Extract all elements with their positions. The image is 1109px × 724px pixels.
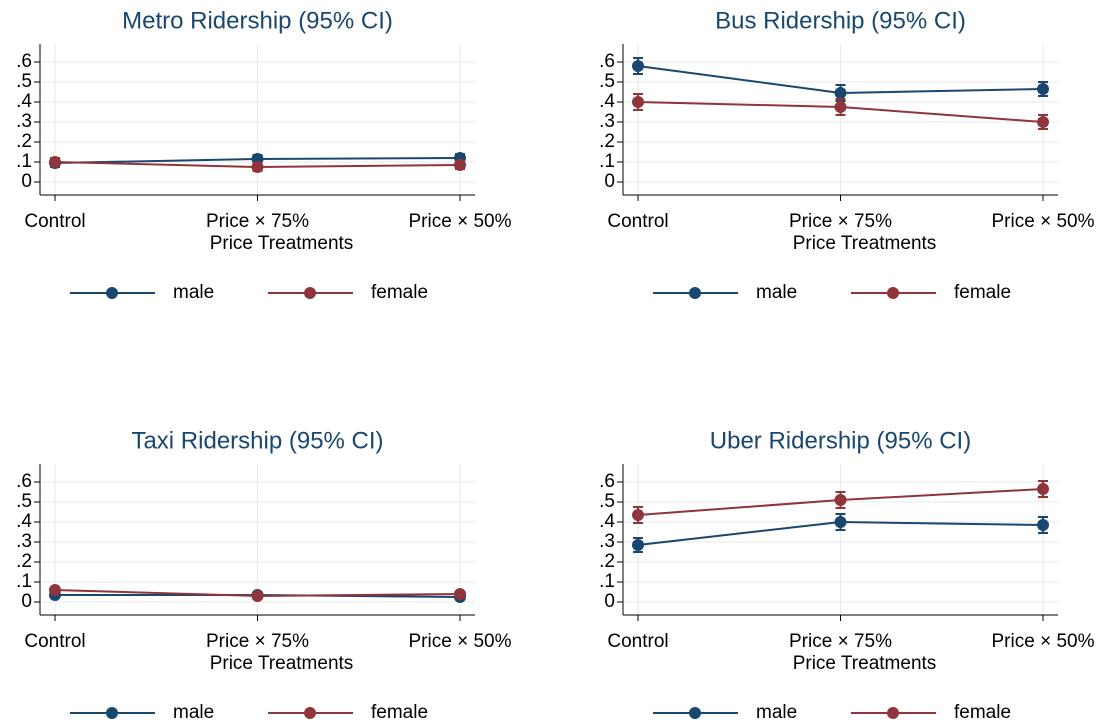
y-tick-label: .2 [16, 551, 32, 572]
legend-label: female [371, 282, 428, 303]
marker [834, 516, 847, 528]
y-tick-label: 0 [604, 171, 615, 192]
y-tick-label: .4 [599, 91, 615, 112]
y-tick-label: .5 [16, 491, 32, 512]
x-axis-label: Price Treatments [793, 233, 937, 254]
x-tick-label: Control [607, 211, 668, 232]
y-tick-label: .1 [599, 151, 615, 172]
chart-title: Metro Ridership (95% CI) [122, 7, 393, 34]
y-tick-label: .6 [16, 471, 32, 492]
legend-label: female [371, 702, 428, 723]
y-tick-label: .3 [599, 111, 615, 132]
x-axis-label: Price Treatments [793, 653, 937, 674]
x-axis-label: Price Treatments [210, 653, 354, 674]
y-tick-label: 0 [21, 171, 32, 192]
x-tick-label: Price × 75% [206, 631, 309, 652]
y-tick-label: .3 [16, 111, 32, 132]
y-tick-label: .1 [16, 571, 32, 592]
x-tick-label: Price × 75% [789, 211, 892, 232]
marker [632, 60, 644, 72]
y-tick-label: .1 [599, 571, 615, 592]
x-tick-label: Control [24, 631, 85, 652]
marker [1037, 483, 1049, 495]
marker [834, 494, 847, 506]
chart-title: Uber Ridership (95% CI) [710, 427, 971, 454]
y-tick-label: .4 [16, 91, 32, 112]
y-tick-label: .2 [599, 131, 615, 152]
marker [1037, 519, 1049, 531]
y-tick-label: 0 [21, 591, 32, 612]
legend-marker [887, 287, 899, 299]
legend-label: male [756, 282, 797, 303]
legend-marker [106, 707, 118, 719]
y-tick-label: .5 [599, 491, 615, 512]
legend-label: female [954, 702, 1011, 723]
legend-marker [689, 287, 701, 299]
y-tick-label: .6 [16, 51, 32, 72]
y-tick-label: .5 [16, 71, 32, 92]
marker [251, 590, 264, 602]
marker [1037, 83, 1049, 95]
x-tick-label: Control [24, 211, 85, 232]
marker [632, 509, 644, 521]
marker [1037, 116, 1049, 128]
legend-marker [887, 707, 899, 719]
legend-marker [689, 707, 701, 719]
y-tick-label: .6 [599, 471, 615, 492]
y-tick-label: .2 [16, 131, 32, 152]
x-tick-label: Price × 75% [206, 211, 309, 232]
y-tick-label: 0 [604, 591, 615, 612]
x-tick-label: Price × 50% [992, 631, 1095, 652]
x-axis-label: Price Treatments [210, 233, 354, 254]
y-tick-label: .2 [599, 551, 615, 572]
y-tick-label: .1 [16, 151, 32, 172]
marker [632, 539, 644, 551]
legend-marker [304, 707, 316, 719]
y-tick-label: .5 [599, 71, 615, 92]
x-tick-label: Price × 50% [409, 211, 512, 232]
legend-label: female [954, 282, 1011, 303]
legend-label: male [173, 702, 214, 723]
y-tick-label: .3 [599, 531, 615, 552]
marker [49, 156, 61, 168]
y-tick-label: .3 [16, 531, 32, 552]
marker [834, 101, 847, 113]
marker [834, 87, 847, 99]
marker [454, 588, 466, 600]
legend-label: male [173, 282, 214, 303]
marker [49, 584, 61, 596]
chart-title: Taxi Ridership (95% CI) [131, 427, 383, 454]
x-tick-label: Control [607, 631, 668, 652]
x-tick-label: Price × 50% [992, 211, 1095, 232]
chart-title: Bus Ridership (95% CI) [715, 7, 966, 34]
marker [251, 161, 264, 173]
legend-marker [304, 287, 316, 299]
y-tick-label: .4 [599, 511, 615, 532]
x-tick-label: Price × 50% [409, 631, 512, 652]
marker [454, 159, 466, 171]
legend-marker [106, 287, 118, 299]
y-tick-label: .4 [16, 511, 32, 532]
marker [632, 96, 644, 108]
y-tick-label: .6 [599, 51, 615, 72]
x-tick-label: Price × 75% [789, 631, 892, 652]
legend-label: male [756, 702, 797, 723]
